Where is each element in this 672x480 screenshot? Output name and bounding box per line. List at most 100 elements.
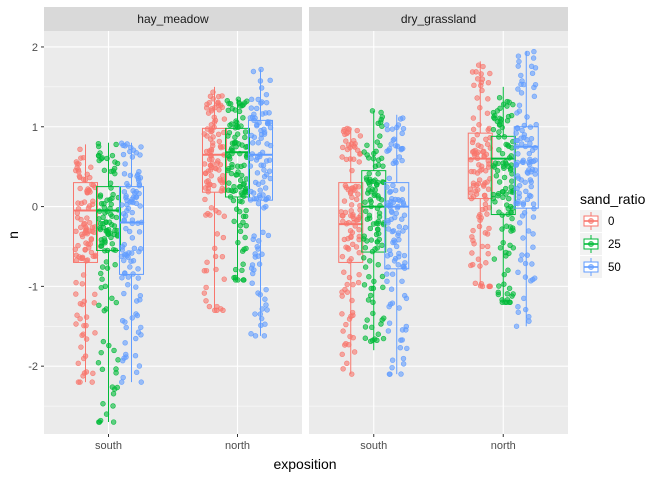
data-point xyxy=(249,280,255,286)
data-point xyxy=(401,212,408,218)
data-point xyxy=(114,227,120,234)
data-point xyxy=(396,305,402,311)
data-point xyxy=(468,195,475,202)
data-point xyxy=(362,324,369,330)
data-point xyxy=(524,50,530,57)
data-point xyxy=(240,115,246,121)
data-point xyxy=(100,338,107,345)
jitter-points xyxy=(361,108,387,344)
data-point xyxy=(523,306,529,313)
data-point xyxy=(137,175,144,181)
data-point xyxy=(386,175,393,182)
data-point xyxy=(79,332,85,339)
data-point xyxy=(475,180,482,187)
data-point xyxy=(122,161,128,167)
data-point xyxy=(209,156,215,162)
data-point xyxy=(341,198,348,204)
box-south-25 xyxy=(95,140,122,425)
data-point xyxy=(81,298,87,305)
data-point xyxy=(233,143,239,150)
data-point xyxy=(262,296,268,302)
data-point xyxy=(136,182,143,189)
data-point xyxy=(263,286,269,293)
data-point xyxy=(384,184,390,190)
data-point xyxy=(479,243,486,250)
data-point xyxy=(396,254,402,260)
data-point xyxy=(378,109,384,116)
data-point xyxy=(226,129,233,136)
data-point xyxy=(526,192,533,199)
data-point xyxy=(354,127,360,134)
data-point xyxy=(115,357,121,363)
data-point xyxy=(350,241,356,248)
data-point xyxy=(115,194,122,201)
data-point xyxy=(402,292,408,299)
data-point xyxy=(400,361,407,367)
data-point xyxy=(399,186,406,192)
data-point xyxy=(89,201,96,207)
data-point xyxy=(237,150,243,157)
data-point xyxy=(100,401,106,407)
data-point xyxy=(243,222,249,229)
y-tick-label: -2 xyxy=(28,361,38,373)
y-tick-label: 1 xyxy=(32,122,38,134)
data-point xyxy=(254,105,260,112)
data-point xyxy=(75,242,81,249)
data-point xyxy=(356,214,362,221)
data-point xyxy=(479,76,486,82)
data-point xyxy=(516,58,522,65)
data-point xyxy=(356,271,362,278)
data-point xyxy=(530,201,537,207)
data-point xyxy=(516,102,523,108)
data-point xyxy=(501,281,507,287)
data-point xyxy=(118,379,125,385)
data-point xyxy=(396,224,403,230)
data-point xyxy=(493,173,500,179)
data-point xyxy=(72,246,79,252)
data-point xyxy=(506,155,513,161)
data-point xyxy=(531,93,538,100)
data-point xyxy=(375,220,381,227)
data-point xyxy=(385,200,391,206)
data-point xyxy=(345,246,352,252)
data-point xyxy=(526,318,532,324)
jitter-points xyxy=(201,89,228,314)
data-point xyxy=(475,149,481,155)
data-point xyxy=(207,181,213,188)
data-point xyxy=(514,125,521,132)
data-point xyxy=(379,317,385,323)
data-point xyxy=(389,126,396,132)
data-point xyxy=(530,244,536,250)
data-point xyxy=(107,230,114,236)
data-point xyxy=(233,206,240,212)
data-point xyxy=(204,259,210,265)
data-point xyxy=(393,160,399,166)
data-point xyxy=(509,178,515,184)
box-south-50 xyxy=(118,140,145,385)
data-point xyxy=(98,284,104,291)
data-point xyxy=(242,213,249,220)
data-point xyxy=(226,180,232,186)
data-point xyxy=(515,309,521,315)
data-point xyxy=(218,102,224,108)
data-point xyxy=(471,82,477,89)
data-point xyxy=(237,177,244,184)
data-point xyxy=(470,227,476,234)
data-point xyxy=(369,186,376,192)
data-point xyxy=(376,236,382,243)
data-point xyxy=(362,245,369,251)
data-point xyxy=(515,151,521,157)
data-point xyxy=(472,280,479,287)
data-point xyxy=(372,246,378,252)
legend-label: 25 xyxy=(608,239,621,251)
data-point xyxy=(260,162,267,168)
data-point xyxy=(515,304,521,310)
data-point xyxy=(339,311,345,317)
facet-strip-label: hay_meadow xyxy=(137,12,209,26)
data-point xyxy=(238,123,244,129)
data-point xyxy=(506,285,513,292)
data-point xyxy=(470,137,476,143)
data-point xyxy=(515,63,521,69)
x-tick-label: south xyxy=(360,440,387,452)
data-point xyxy=(109,295,115,302)
